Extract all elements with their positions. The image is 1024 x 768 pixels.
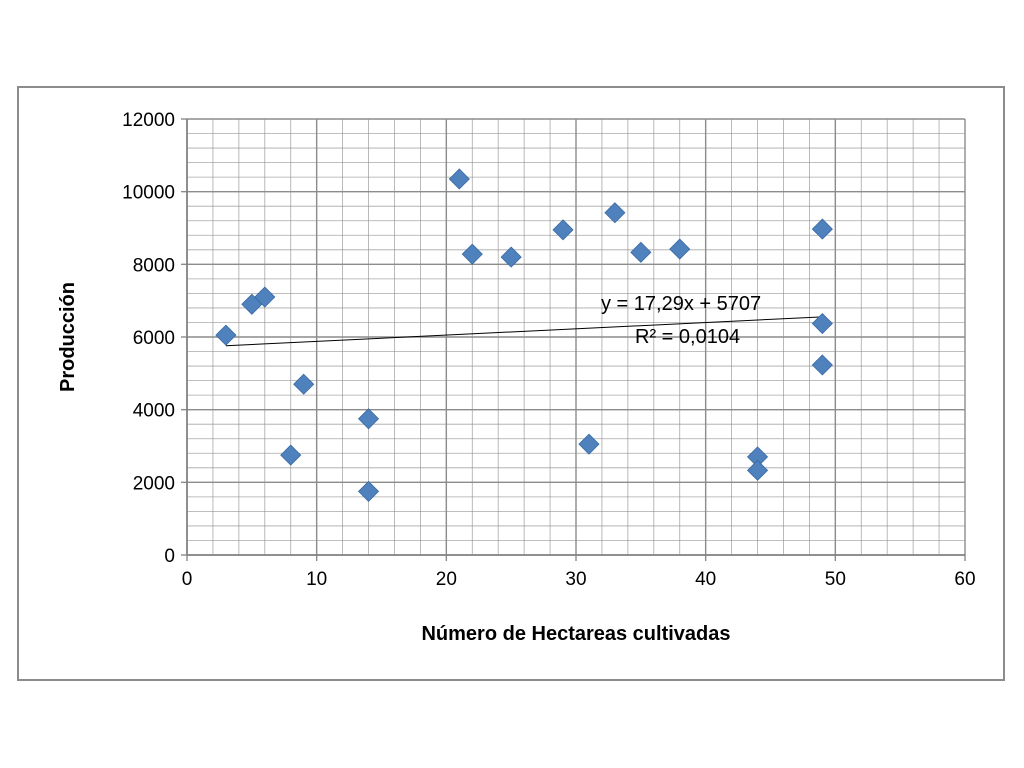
major-gridlines bbox=[186, 118, 966, 556]
x-axis-tick-labels: 0 10 20 30 40 50 60 bbox=[182, 569, 976, 590]
data-point bbox=[293, 373, 315, 395]
data-points bbox=[215, 168, 833, 502]
y-tick-label: 10000 bbox=[122, 183, 175, 204]
trendline-equation: y = 17,29x + 5707 bbox=[601, 293, 761, 315]
x-tick-label: 20 bbox=[436, 569, 457, 590]
trendline bbox=[225, 316, 823, 347]
data-point bbox=[448, 168, 470, 190]
x-tick-label: 60 bbox=[954, 569, 975, 590]
y-tick-label: 8000 bbox=[133, 255, 175, 276]
data-point bbox=[280, 444, 302, 466]
trendline-group bbox=[225, 316, 823, 347]
trendline-r-squared: R² = 0,0104 bbox=[635, 326, 740, 348]
x-tick-label: 0 bbox=[182, 569, 193, 590]
y-tick-label: 6000 bbox=[133, 328, 175, 349]
scatter-chart: 0 2000 4000 6000 8000 10000 12000 0 10 20 30 40 50 6… bbox=[57, 110, 976, 645]
data-point bbox=[811, 218, 833, 240]
y-axis-tick-labels: 0 2000 4000 6000 8000 10000 12000 bbox=[122, 110, 175, 567]
data-point bbox=[357, 480, 380, 502]
data-point bbox=[215, 324, 237, 346]
data-point bbox=[552, 219, 574, 241]
y-tick-label: 4000 bbox=[133, 401, 175, 422]
data-point bbox=[357, 408, 380, 430]
data-point bbox=[630, 241, 652, 263]
data-point bbox=[500, 246, 522, 268]
data-point bbox=[604, 202, 626, 224]
data-point bbox=[461, 243, 483, 265]
chart-area: 0 2000 4000 6000 8000 10000 12000 0 10 20 30 40 50 6… bbox=[17, 86, 1005, 681]
x-tick-label: 30 bbox=[565, 569, 586, 590]
y-tick-label: 0 bbox=[164, 546, 175, 567]
x-tick-label: 50 bbox=[825, 569, 846, 590]
x-axis-title: Número de Hectareas cultivadas bbox=[421, 623, 730, 645]
axes bbox=[181, 118, 966, 561]
data-point bbox=[578, 433, 600, 455]
data-point bbox=[811, 354, 833, 376]
y-axis-title: Producción bbox=[57, 282, 79, 392]
data-point bbox=[746, 459, 769, 481]
x-tick-label: 10 bbox=[306, 569, 327, 590]
y-tick-label: 12000 bbox=[122, 110, 175, 131]
x-tick-label: 40 bbox=[695, 569, 716, 590]
data-point bbox=[254, 286, 276, 308]
data-point bbox=[669, 238, 691, 260]
data-point bbox=[811, 312, 833, 335]
y-tick-label: 2000 bbox=[133, 473, 175, 494]
